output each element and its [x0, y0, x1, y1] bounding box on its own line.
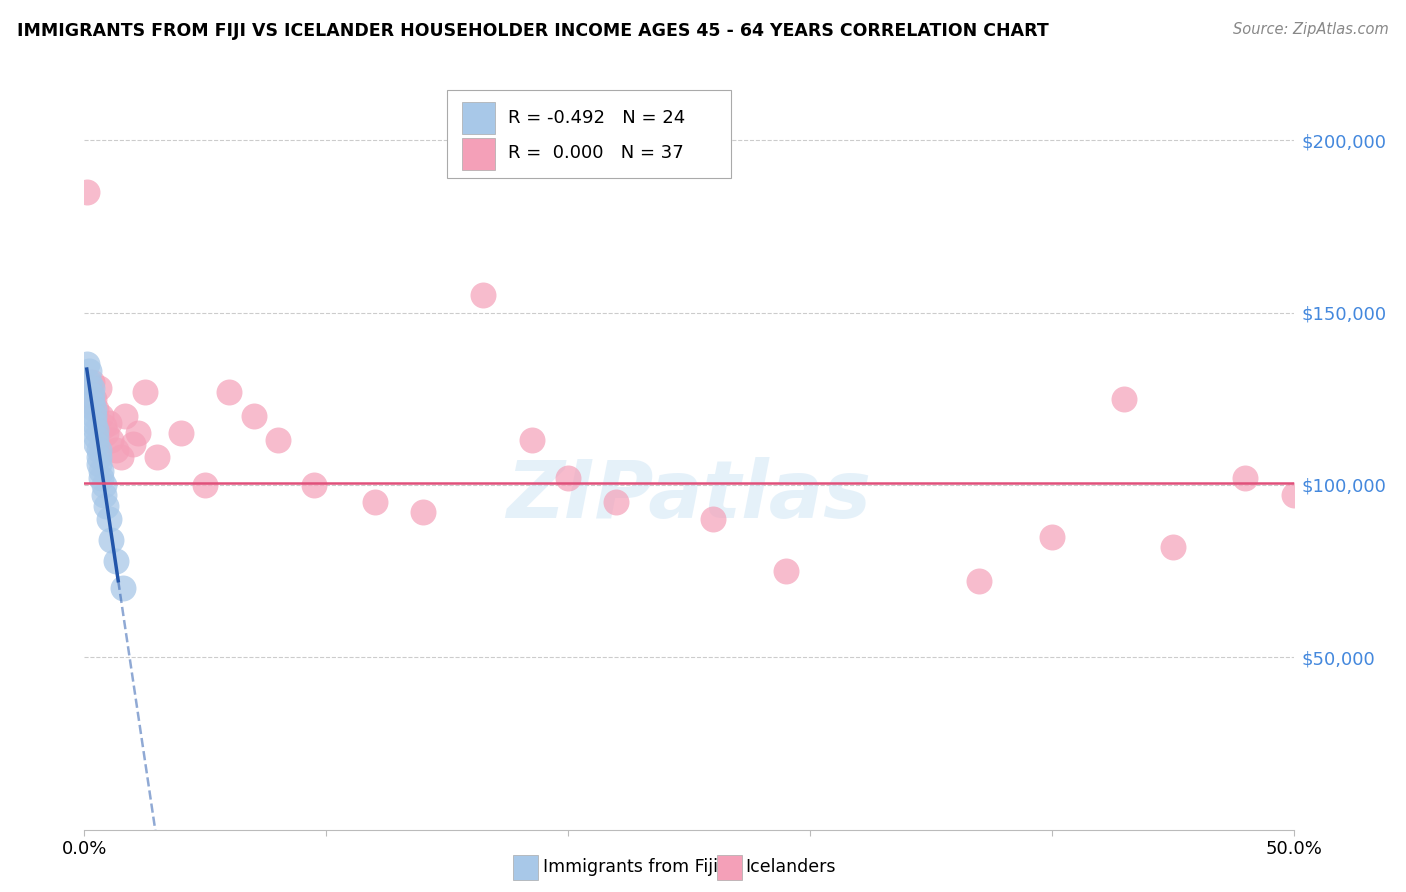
Point — [520, 433, 543, 447]
Text: ZIPatlas: ZIPatlas — [506, 457, 872, 535]
Point — [97, 512, 120, 526]
Point — [242, 409, 264, 423]
Point — [302, 478, 325, 492]
Point — [267, 433, 290, 447]
Point — [967, 574, 990, 589]
Bar — [461, 103, 495, 135]
Point — [112, 582, 135, 596]
Point — [90, 464, 112, 478]
Point — [94, 499, 117, 513]
Text: Source: ZipAtlas.com: Source: ZipAtlas.com — [1233, 22, 1389, 37]
Point — [114, 409, 136, 423]
Point — [104, 554, 127, 568]
Point — [86, 430, 108, 444]
Point — [90, 471, 112, 485]
Point — [363, 495, 385, 509]
Point — [557, 471, 579, 485]
Point — [83, 402, 105, 417]
Point — [87, 450, 110, 465]
Point — [472, 288, 495, 302]
Point — [775, 564, 797, 578]
Point — [86, 436, 108, 450]
Point — [1040, 530, 1063, 544]
Point — [104, 443, 127, 458]
Point — [76, 185, 98, 199]
Point — [1282, 488, 1305, 502]
Point — [100, 433, 122, 447]
Point — [93, 419, 115, 434]
Point — [93, 488, 115, 502]
Point — [121, 436, 143, 450]
Point — [97, 416, 120, 430]
Point — [80, 381, 103, 395]
Point — [127, 426, 149, 441]
Bar — [461, 138, 495, 170]
Point — [134, 384, 156, 399]
Point — [702, 512, 724, 526]
Point — [77, 375, 100, 389]
Point — [80, 375, 103, 389]
Bar — [447, 90, 731, 178]
Point — [100, 533, 122, 547]
Point — [218, 384, 240, 399]
Point — [80, 388, 103, 402]
Point — [83, 409, 105, 423]
Text: R =  0.000   N = 37: R = 0.000 N = 37 — [508, 145, 683, 162]
Point — [77, 364, 100, 378]
Point — [83, 392, 105, 406]
Point — [170, 426, 193, 441]
Point — [83, 416, 105, 430]
Text: R = -0.492   N = 24: R = -0.492 N = 24 — [508, 109, 685, 127]
Point — [87, 381, 110, 395]
Point — [412, 506, 434, 520]
Text: IMMIGRANTS FROM FIJI VS ICELANDER HOUSEHOLDER INCOME AGES 45 - 64 YEARS CORRELAT: IMMIGRANTS FROM FIJI VS ICELANDER HOUSEH… — [17, 22, 1049, 40]
Point — [87, 457, 110, 471]
Point — [87, 443, 110, 458]
Point — [146, 450, 169, 465]
Point — [605, 495, 627, 509]
Point — [1161, 540, 1184, 554]
Point — [194, 478, 217, 492]
Point — [76, 357, 98, 371]
Text: Immigrants from Fiji: Immigrants from Fiji — [543, 858, 717, 876]
Point — [80, 395, 103, 409]
Text: Icelanders: Icelanders — [745, 858, 835, 876]
Point — [90, 409, 112, 423]
Point — [93, 478, 115, 492]
Point — [110, 450, 132, 465]
Point — [1234, 471, 1257, 485]
Point — [86, 402, 108, 417]
Point — [94, 426, 117, 441]
Point — [1114, 392, 1136, 406]
Point — [86, 423, 108, 437]
